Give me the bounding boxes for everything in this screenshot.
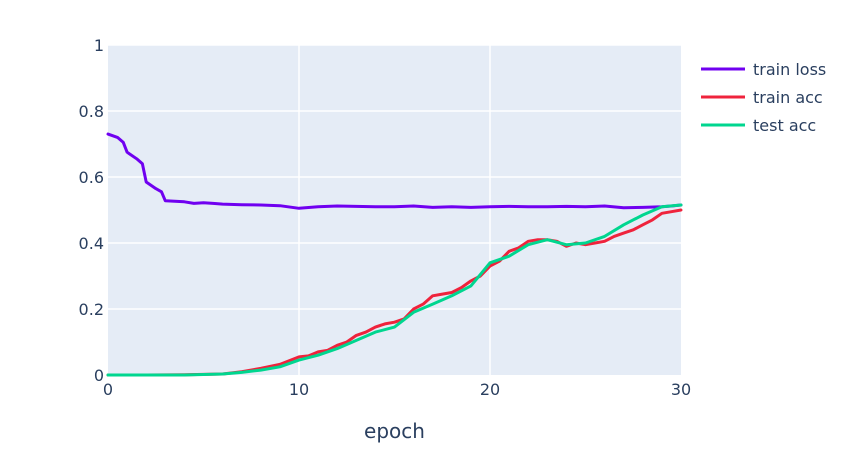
series-line-train-loss [106, 132, 683, 210]
x-axis-ticks: 0 10 20 30 [103, 380, 691, 399]
y-tick-label: 1 [94, 36, 104, 55]
legend-label: train loss [753, 60, 826, 79]
y-tick-label: 0 [94, 366, 104, 385]
x-axis-title: epoch [364, 419, 425, 443]
y-tick-label: 0.6 [79, 168, 104, 187]
legend-label: train acc [753, 88, 823, 107]
x-tick-label: 0 [103, 380, 113, 399]
series-layer [106, 132, 683, 377]
legend-label: test acc [753, 116, 816, 135]
x-tick-label: 20 [480, 380, 500, 399]
y-axis-ticks: 0 0.2 0.4 0.6 0.8 1 [79, 36, 104, 385]
x-tick-label: 10 [289, 380, 309, 399]
series-line-test-acc [106, 203, 683, 377]
legend: train loss train acc test acc [701, 60, 826, 135]
y-tick-label: 0.2 [79, 300, 104, 319]
plot-area [108, 45, 681, 375]
grid-layer [108, 44, 681, 375]
y-tick-label: 0.8 [79, 102, 104, 121]
y-tick-label: 0.4 [79, 234, 104, 253]
x-tick-label: 30 [671, 380, 691, 399]
series-line-train-acc [106, 208, 683, 377]
